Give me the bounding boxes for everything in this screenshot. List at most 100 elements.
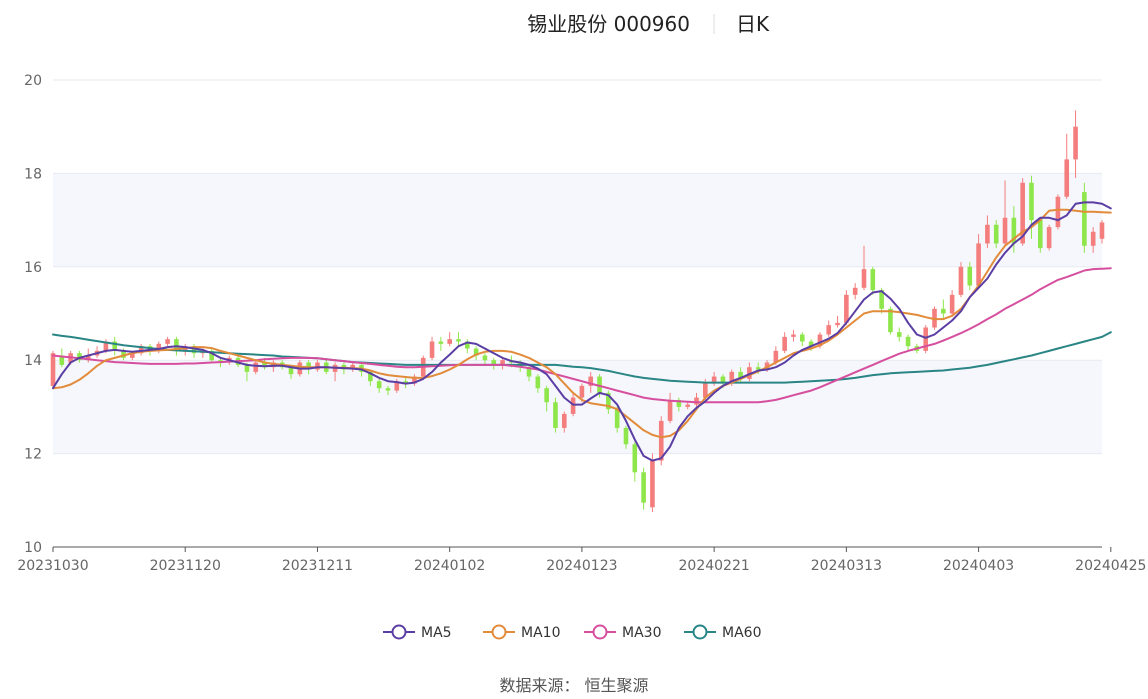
candle: [253, 360, 259, 375]
candle-body: [209, 350, 214, 361]
legend-item-ma5[interactable]: MA5: [383, 624, 452, 641]
candle: [667, 392, 673, 424]
candle: [976, 234, 981, 288]
candle: [993, 220, 999, 249]
candle: [77, 350, 82, 363]
candle-body: [1037, 220, 1043, 249]
candle-body: [923, 327, 928, 351]
candle: [473, 346, 479, 361]
candle-body: [561, 413, 567, 428]
x-tick-label: 20231120: [150, 558, 221, 574]
candle: [791, 329, 796, 342]
candle-body: [1029, 182, 1034, 221]
x-tick-label: 20240403: [943, 558, 1014, 574]
candle: [923, 325, 928, 354]
candle: [447, 332, 452, 347]
candle-body: [403, 381, 408, 384]
candle: [650, 453, 655, 512]
candle: [949, 290, 955, 316]
candle-body: [535, 376, 541, 389]
candle: [985, 215, 990, 249]
candle-body: [1011, 217, 1017, 244]
candle-body: [447, 339, 452, 344]
candle-body: [59, 355, 65, 365]
candle: [614, 406, 620, 433]
candle-body: [949, 294, 955, 314]
candle-body: [385, 388, 391, 391]
legend-marker-icon: [692, 624, 708, 640]
candle-body: [782, 336, 787, 351]
candle-body: [394, 381, 400, 391]
candle: [826, 320, 832, 337]
legend-item-ma60[interactable]: MA60: [684, 624, 761, 641]
candle-body: [1055, 196, 1061, 228]
candle: [385, 385, 391, 396]
y-tick-label: 12: [24, 447, 42, 463]
candle-body: [465, 341, 470, 349]
y-axis-ticks: 10 12 14 16 18 20: [24, 73, 42, 556]
candle-body: [412, 376, 417, 384]
candle-body: [667, 399, 673, 421]
candle-body: [729, 371, 735, 384]
candle-body: [262, 362, 267, 368]
candle: [958, 262, 964, 298]
y-tick-label: 18: [24, 166, 42, 182]
candle-body: [888, 308, 893, 333]
candle: [456, 332, 461, 347]
candle: [738, 367, 743, 384]
candle-body: [130, 353, 135, 358]
candle: [835, 315, 840, 328]
candle: [1064, 133, 1070, 200]
candle-body: [685, 404, 690, 407]
candle: [165, 336, 170, 347]
candle-body: [852, 287, 858, 295]
candle-body: [844, 294, 849, 323]
legend-item-ma10[interactable]: MA10: [483, 624, 560, 641]
candle-body: [641, 472, 646, 503]
candle-body: [993, 224, 999, 244]
moving-average-lines: [52, 201, 1112, 462]
candle: [412, 374, 417, 386]
candle-body: [438, 341, 444, 344]
legend-item-ma30[interactable]: MA30: [584, 624, 661, 641]
y-tick-label: 16: [24, 260, 42, 276]
x-axis: 20231030 20231120 20231211 20240102 20240123…: [17, 546, 1146, 574]
candle: [685, 402, 690, 410]
candle: [535, 374, 541, 393]
candle-body: [244, 364, 250, 372]
candle-body: [738, 371, 743, 379]
candle-body: [288, 367, 294, 375]
candle-body: [747, 367, 752, 379]
candle-body: [429, 341, 435, 358]
candle-body: [253, 362, 259, 372]
candle: [59, 348, 65, 368]
candle: [482, 353, 488, 365]
candle-body: [808, 341, 814, 347]
candle-body: [1002, 217, 1008, 244]
candle-body: [711, 376, 717, 384]
candle: [870, 266, 876, 295]
chart-title: 锡业股份 000960: [527, 12, 690, 36]
legend-label: MA10: [521, 625, 560, 641]
x-tick-label: 20240313: [811, 558, 882, 574]
candle-body: [658, 420, 664, 461]
legend-label: MA30: [622, 625, 661, 641]
y-tick-label: 10: [24, 540, 42, 556]
candle: [138, 343, 144, 356]
candle-body: [826, 325, 832, 335]
candle-body: [764, 362, 770, 370]
candle-body: [1046, 227, 1052, 249]
candle: [561, 411, 567, 433]
candle-body: [791, 334, 796, 337]
candle: [1046, 224, 1052, 251]
legend-marker-icon: [491, 624, 507, 640]
candle-body: [870, 269, 876, 291]
candle: [438, 336, 444, 351]
legend-marker-icon: [592, 624, 608, 640]
candle: [896, 327, 902, 342]
candle: [588, 371, 594, 393]
candle-body: [191, 346, 197, 354]
candle-body: [138, 346, 144, 354]
candle-body: [579, 385, 585, 398]
chart-legend[interactable]: MA5 MA10 MA30 MA60: [383, 624, 761, 641]
